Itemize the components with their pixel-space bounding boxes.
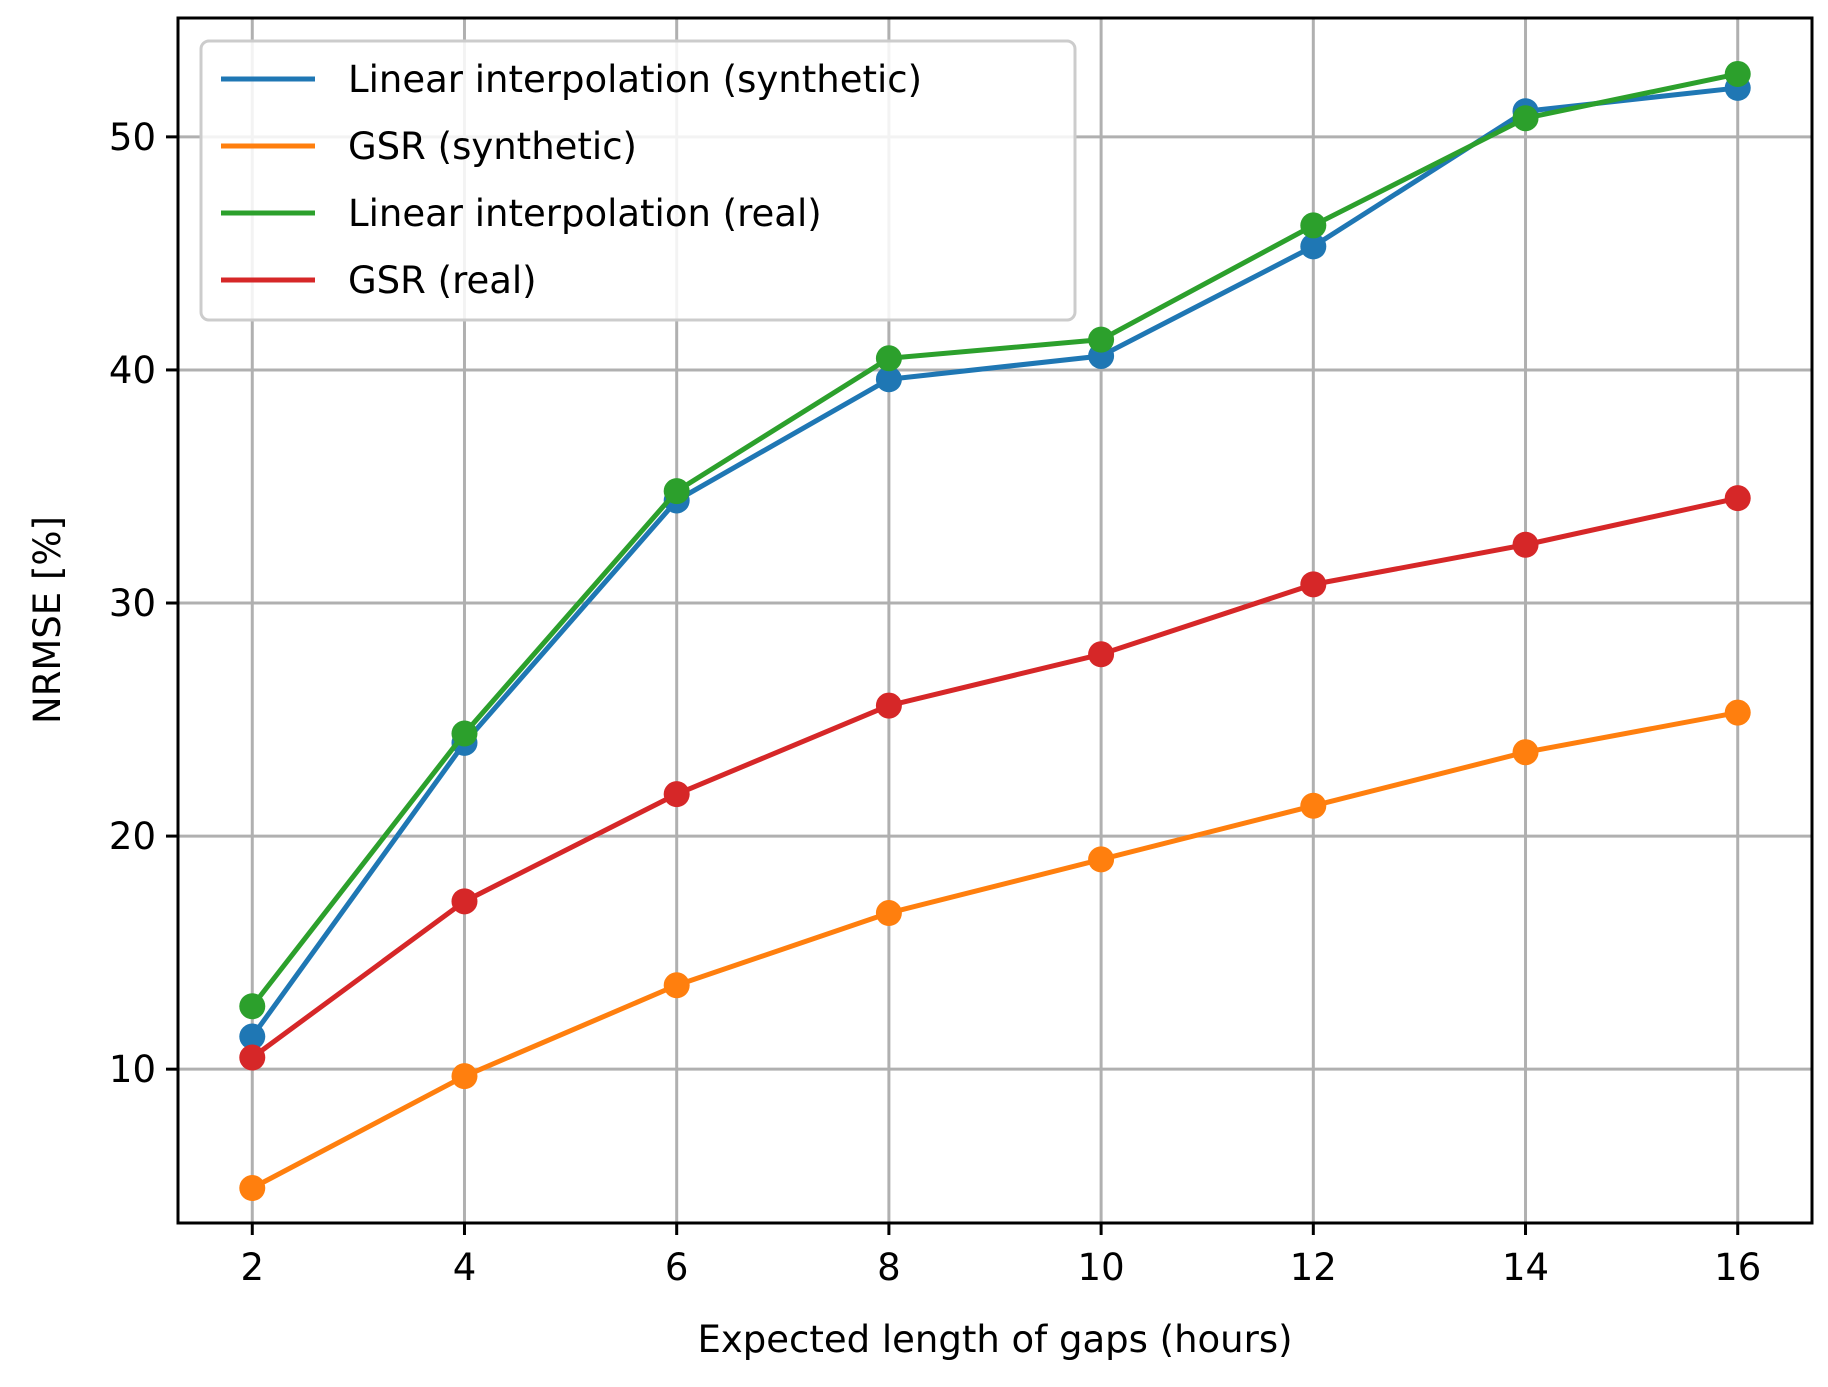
data-point xyxy=(1512,531,1539,558)
legend-label: GSR (real) xyxy=(348,259,537,302)
data-point xyxy=(1512,105,1539,132)
x-tick-label: 12 xyxy=(1290,1246,1337,1289)
y-tick-label: 50 xyxy=(109,116,156,159)
x-tick-label: 6 xyxy=(665,1246,689,1289)
series-3 xyxy=(239,485,1751,1071)
x-tick-label: 10 xyxy=(1078,1246,1125,1289)
data-point xyxy=(875,900,902,927)
legend-box xyxy=(199,39,1077,322)
series-1 xyxy=(239,699,1751,1202)
series-line xyxy=(250,495,1739,1060)
data-point xyxy=(663,972,690,999)
data-point xyxy=(1724,485,1751,512)
x-tick-label: 2 xyxy=(240,1246,264,1289)
x-tick-label: 16 xyxy=(1714,1246,1761,1289)
y-axis-title: NRMSE [%] xyxy=(26,516,69,724)
legend: Linear interpolation (synthetic) GSR (syn… xyxy=(199,39,1077,322)
plot-frame xyxy=(176,16,1814,1225)
data-point xyxy=(239,993,266,1020)
x-axis-title: Expected length of gaps (hours) xyxy=(697,1318,1292,1361)
y-tick-label: 30 xyxy=(109,582,156,625)
data-point xyxy=(1512,739,1539,766)
data-point xyxy=(1300,212,1327,239)
data-point xyxy=(875,345,902,372)
data-point xyxy=(451,1063,478,1090)
y-tick-label: 40 xyxy=(109,349,156,392)
data-point xyxy=(1300,792,1327,819)
data-point xyxy=(451,888,478,915)
data-point xyxy=(1300,571,1327,598)
data-point xyxy=(451,720,478,747)
data-point xyxy=(239,1175,266,1202)
ticks: 2 4 6 8 10 12 14 16 10 20 30 40 50 xyxy=(109,116,1761,1289)
data-point xyxy=(1088,846,1115,873)
data-point xyxy=(1724,699,1751,726)
legend-label: GSR (synthetic) xyxy=(348,125,637,168)
y-tick-label: 20 xyxy=(109,815,156,858)
data-point xyxy=(1300,233,1327,260)
data-point xyxy=(663,478,690,505)
data-point xyxy=(875,366,902,393)
data-point xyxy=(1088,326,1115,353)
series-line xyxy=(251,710,1739,1191)
x-tick-label: 4 xyxy=(453,1246,477,1289)
series-line xyxy=(250,71,1739,1008)
legend-label: Linear interpolation (real) xyxy=(348,192,822,235)
data-point xyxy=(875,692,902,719)
data-point xyxy=(663,781,690,808)
data-point xyxy=(1088,641,1115,668)
y-tick-label: 10 xyxy=(109,1048,156,1091)
data-point xyxy=(1724,60,1751,87)
x-tick-label: 14 xyxy=(1502,1246,1549,1289)
series-2 xyxy=(239,60,1751,1020)
data-point xyxy=(239,1044,266,1071)
legend-label: Linear interpolation (synthetic) xyxy=(348,58,922,101)
x-tick-label: 8 xyxy=(877,1246,901,1289)
series-layer xyxy=(239,60,1751,1202)
data-point xyxy=(239,1023,266,1050)
